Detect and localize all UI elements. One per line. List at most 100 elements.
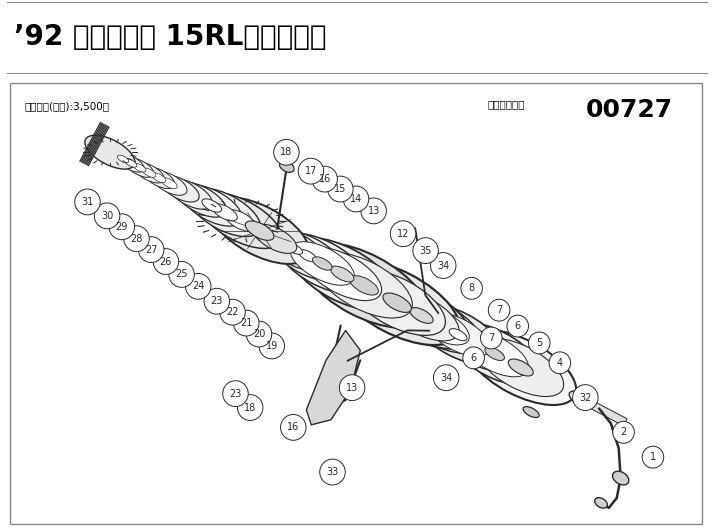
Circle shape: [463, 347, 484, 369]
Ellipse shape: [301, 243, 427, 328]
Text: 28: 28: [131, 234, 143, 244]
Text: 26: 26: [160, 256, 172, 267]
Circle shape: [481, 327, 502, 349]
Circle shape: [259, 333, 284, 359]
Text: 6: 6: [471, 353, 477, 363]
Ellipse shape: [143, 167, 175, 188]
Text: 25: 25: [176, 269, 188, 279]
Ellipse shape: [613, 471, 629, 485]
Ellipse shape: [142, 168, 156, 177]
Ellipse shape: [468, 339, 486, 351]
Ellipse shape: [508, 359, 533, 376]
Polygon shape: [101, 145, 627, 426]
Circle shape: [339, 375, 365, 401]
Text: 15: 15: [334, 184, 346, 194]
Ellipse shape: [202, 199, 221, 212]
Ellipse shape: [478, 338, 563, 396]
Circle shape: [549, 352, 570, 374]
Ellipse shape: [199, 193, 281, 248]
Text: 34: 34: [437, 261, 449, 270]
Ellipse shape: [290, 242, 354, 285]
Text: 35: 35: [419, 246, 432, 255]
Ellipse shape: [189, 188, 261, 237]
Ellipse shape: [252, 222, 306, 259]
Circle shape: [124, 226, 149, 252]
Ellipse shape: [384, 290, 459, 341]
Ellipse shape: [181, 185, 242, 226]
Ellipse shape: [134, 162, 164, 183]
Ellipse shape: [151, 171, 187, 195]
Ellipse shape: [161, 178, 177, 189]
Text: 13: 13: [368, 206, 380, 216]
Circle shape: [320, 459, 346, 485]
Circle shape: [94, 203, 120, 229]
Ellipse shape: [461, 331, 528, 377]
Ellipse shape: [313, 257, 332, 270]
Text: 34: 34: [440, 373, 452, 383]
Circle shape: [312, 166, 338, 192]
Text: 32: 32: [579, 393, 591, 403]
Text: 18: 18: [244, 403, 256, 412]
Circle shape: [204, 288, 230, 314]
Circle shape: [139, 237, 164, 262]
Ellipse shape: [246, 221, 274, 240]
Ellipse shape: [174, 182, 226, 217]
Text: 22: 22: [226, 307, 238, 317]
Text: 33: 33: [326, 467, 338, 477]
Ellipse shape: [413, 304, 503, 365]
Ellipse shape: [412, 306, 469, 345]
Ellipse shape: [426, 313, 491, 356]
Ellipse shape: [111, 151, 136, 168]
Ellipse shape: [448, 322, 541, 385]
Ellipse shape: [117, 154, 144, 172]
Text: 4: 4: [557, 358, 563, 368]
Ellipse shape: [438, 318, 516, 371]
Ellipse shape: [410, 307, 433, 323]
Text: 00727: 00727: [585, 98, 673, 122]
Circle shape: [154, 248, 178, 275]
Ellipse shape: [349, 270, 446, 335]
Text: 27: 27: [145, 245, 158, 255]
Polygon shape: [306, 330, 361, 425]
Text: 23: 23: [229, 388, 241, 398]
Text: 2: 2: [620, 427, 627, 437]
Ellipse shape: [224, 210, 256, 231]
Text: 14: 14: [350, 194, 362, 204]
Circle shape: [238, 395, 263, 420]
Circle shape: [507, 315, 528, 337]
Ellipse shape: [449, 329, 467, 340]
Ellipse shape: [286, 244, 303, 254]
Text: 19: 19: [266, 341, 278, 351]
Circle shape: [273, 139, 299, 165]
Text: 20: 20: [253, 329, 265, 339]
Text: 24: 24: [192, 281, 204, 292]
Text: 21: 21: [240, 318, 253, 328]
Ellipse shape: [466, 330, 576, 405]
Circle shape: [109, 214, 134, 240]
Text: 16: 16: [287, 422, 299, 433]
Ellipse shape: [383, 293, 411, 312]
Ellipse shape: [212, 204, 237, 221]
Ellipse shape: [151, 173, 166, 182]
Ellipse shape: [133, 163, 146, 172]
Text: 30: 30: [101, 211, 114, 221]
Ellipse shape: [373, 282, 471, 349]
Circle shape: [488, 300, 510, 321]
Text: 29: 29: [116, 222, 128, 232]
Text: 6: 6: [515, 321, 521, 331]
Circle shape: [613, 421, 634, 443]
Circle shape: [75, 189, 100, 215]
Text: 7: 7: [488, 333, 494, 343]
Text: 8: 8: [468, 284, 475, 293]
Text: 13: 13: [346, 383, 358, 393]
Ellipse shape: [575, 395, 589, 404]
Ellipse shape: [85, 135, 135, 169]
Ellipse shape: [298, 250, 316, 262]
Circle shape: [233, 310, 259, 336]
Text: 16: 16: [318, 174, 331, 184]
Ellipse shape: [270, 230, 345, 281]
Circle shape: [573, 385, 598, 411]
Ellipse shape: [168, 179, 212, 209]
Text: ’92 クラブデミ 15RL（ブルー）: ’92 クラブデミ 15RL（ブルー）: [14, 23, 327, 51]
Text: 本体価格(税別):3,500円: 本体価格(税別):3,500円: [25, 102, 110, 112]
